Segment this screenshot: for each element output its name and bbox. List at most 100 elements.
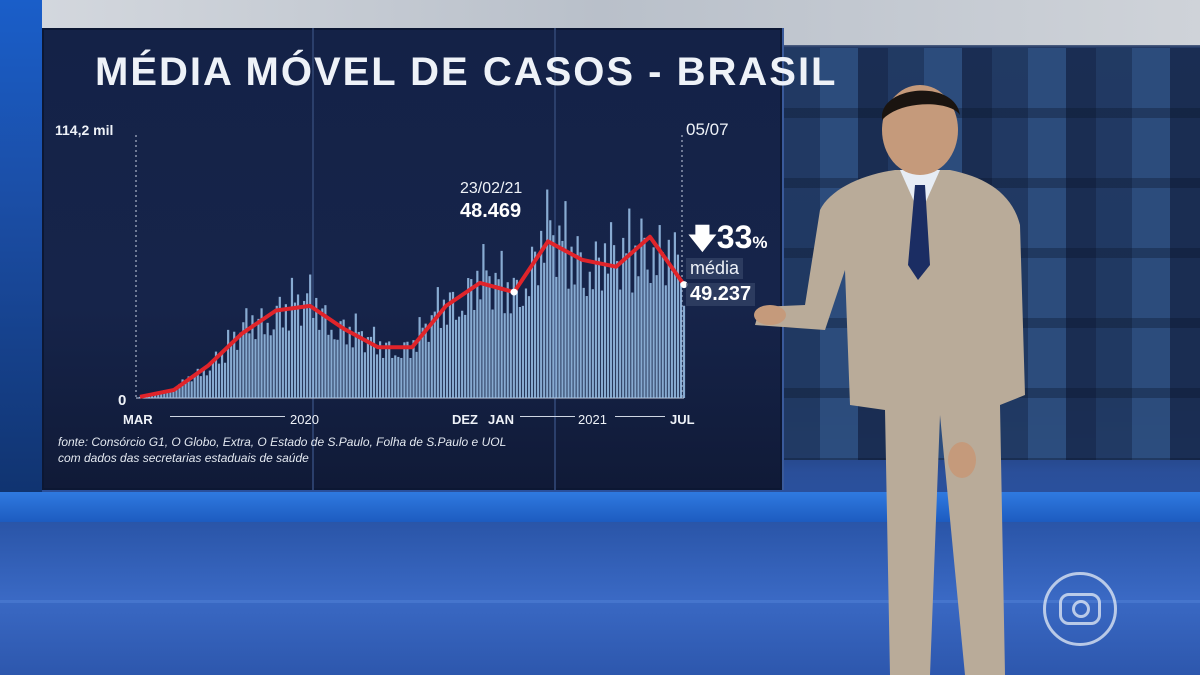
daily-bar (354, 313, 357, 398)
daily-bar (248, 333, 251, 398)
daily-bar (330, 329, 333, 398)
source-note: fonte: Consórcio G1, O Globo, Extra, O E… (58, 434, 506, 466)
daily-bar (606, 273, 610, 398)
daily-bar (339, 321, 342, 398)
daily-bar (543, 262, 546, 398)
daily-bar (579, 252, 582, 398)
daily-bar (573, 284, 576, 398)
daily-bar (230, 341, 233, 398)
daily-bar (272, 329, 275, 398)
highlight-point (680, 281, 688, 289)
x-label-jul: JUL (670, 412, 695, 427)
daily-bar (214, 351, 218, 398)
daily-bar (254, 339, 257, 398)
daily-bar (351, 347, 354, 398)
daily-bar (673, 232, 676, 398)
daily-bar (303, 300, 306, 398)
daily-bar (482, 244, 485, 398)
daily-bar (275, 305, 278, 398)
screen-seam (554, 28, 556, 490)
daily-bar (385, 342, 388, 398)
daily-bar (637, 276, 640, 398)
daily-bar (415, 351, 418, 398)
daily-bar (634, 245, 637, 398)
daily-bar (670, 270, 673, 398)
daily-bar (312, 317, 315, 398)
daily-bar (549, 220, 552, 398)
daily-bar (533, 251, 537, 398)
daily-bar (530, 246, 534, 398)
drop-percent: 33 (716, 219, 753, 255)
daily-bar (406, 341, 409, 398)
daily-bar (409, 357, 412, 398)
daily-bar (318, 329, 321, 398)
daily-bar (567, 288, 570, 398)
daily-bar (540, 230, 543, 398)
down-arrow-icon: 🡇 (688, 223, 717, 254)
daily-bar (348, 326, 351, 398)
daily-bar (315, 297, 318, 398)
daily-bar (220, 350, 224, 398)
daily-bar (649, 282, 652, 398)
daily-bar (603, 243, 607, 398)
daily-bar (375, 354, 379, 398)
daily-bar (190, 381, 193, 398)
daily-bar (412, 340, 415, 398)
end-date-label: 05/07 (686, 120, 729, 139)
daily-bar (336, 339, 339, 398)
peak-date-label: 23/02/21 (460, 180, 523, 197)
daily-bar (178, 383, 181, 398)
logo-inner-frame (1059, 593, 1101, 625)
daily-bar (500, 250, 503, 398)
daily-bar (436, 287, 439, 398)
daily-bar (233, 331, 236, 398)
daily-bar (591, 289, 594, 398)
daily-bar (211, 360, 215, 398)
daily-bar (448, 292, 452, 398)
daily-bar (494, 272, 497, 398)
y-zero-label: 0 (118, 392, 127, 409)
daily-bar (284, 304, 287, 398)
daily-bar (327, 334, 330, 398)
daily-bar (582, 287, 585, 398)
daily-bar (555, 276, 558, 398)
daily-bar (363, 352, 366, 398)
daily-bar (175, 388, 178, 398)
daily-bar (643, 237, 646, 398)
drop-indicator: 🡇33% (688, 218, 768, 266)
screen-seam (312, 28, 314, 490)
daily-bar (597, 257, 601, 398)
daily-bar (266, 322, 269, 398)
daily-bar (299, 325, 303, 398)
daily-bar (594, 241, 597, 398)
year-line-2021-left (520, 416, 575, 417)
daily-bar (263, 334, 266, 398)
daily-bar (227, 329, 230, 398)
year-line-2021-right (615, 416, 665, 417)
daily-bar (184, 382, 187, 398)
daily-bar (488, 276, 491, 398)
daily-bar (369, 336, 373, 398)
chart-title: MÉDIA MÓVEL DE CASOS - BRASIL (95, 50, 838, 94)
broadcaster-logo (1043, 572, 1117, 646)
daily-bar (458, 316, 461, 398)
daily-bar (166, 391, 169, 398)
presenter-hand (754, 305, 786, 325)
daily-bar (658, 225, 661, 398)
daily-bar (454, 319, 458, 398)
daily-bar (193, 374, 196, 398)
daily-bar (676, 254, 680, 398)
studio-pillar (0, 0, 42, 500)
daily-bar (202, 369, 205, 398)
daily-bar (360, 331, 363, 398)
daily-bar (470, 279, 473, 398)
daily-bar (491, 309, 494, 398)
daily-bar (564, 201, 567, 398)
daily-bar (585, 296, 588, 398)
x-label-dez: DEZ (452, 412, 478, 427)
daily-bar (622, 237, 625, 398)
daily-bar (296, 294, 300, 398)
daily-bar (260, 308, 263, 398)
daily-bar (646, 269, 649, 398)
daily-bar (172, 391, 175, 398)
